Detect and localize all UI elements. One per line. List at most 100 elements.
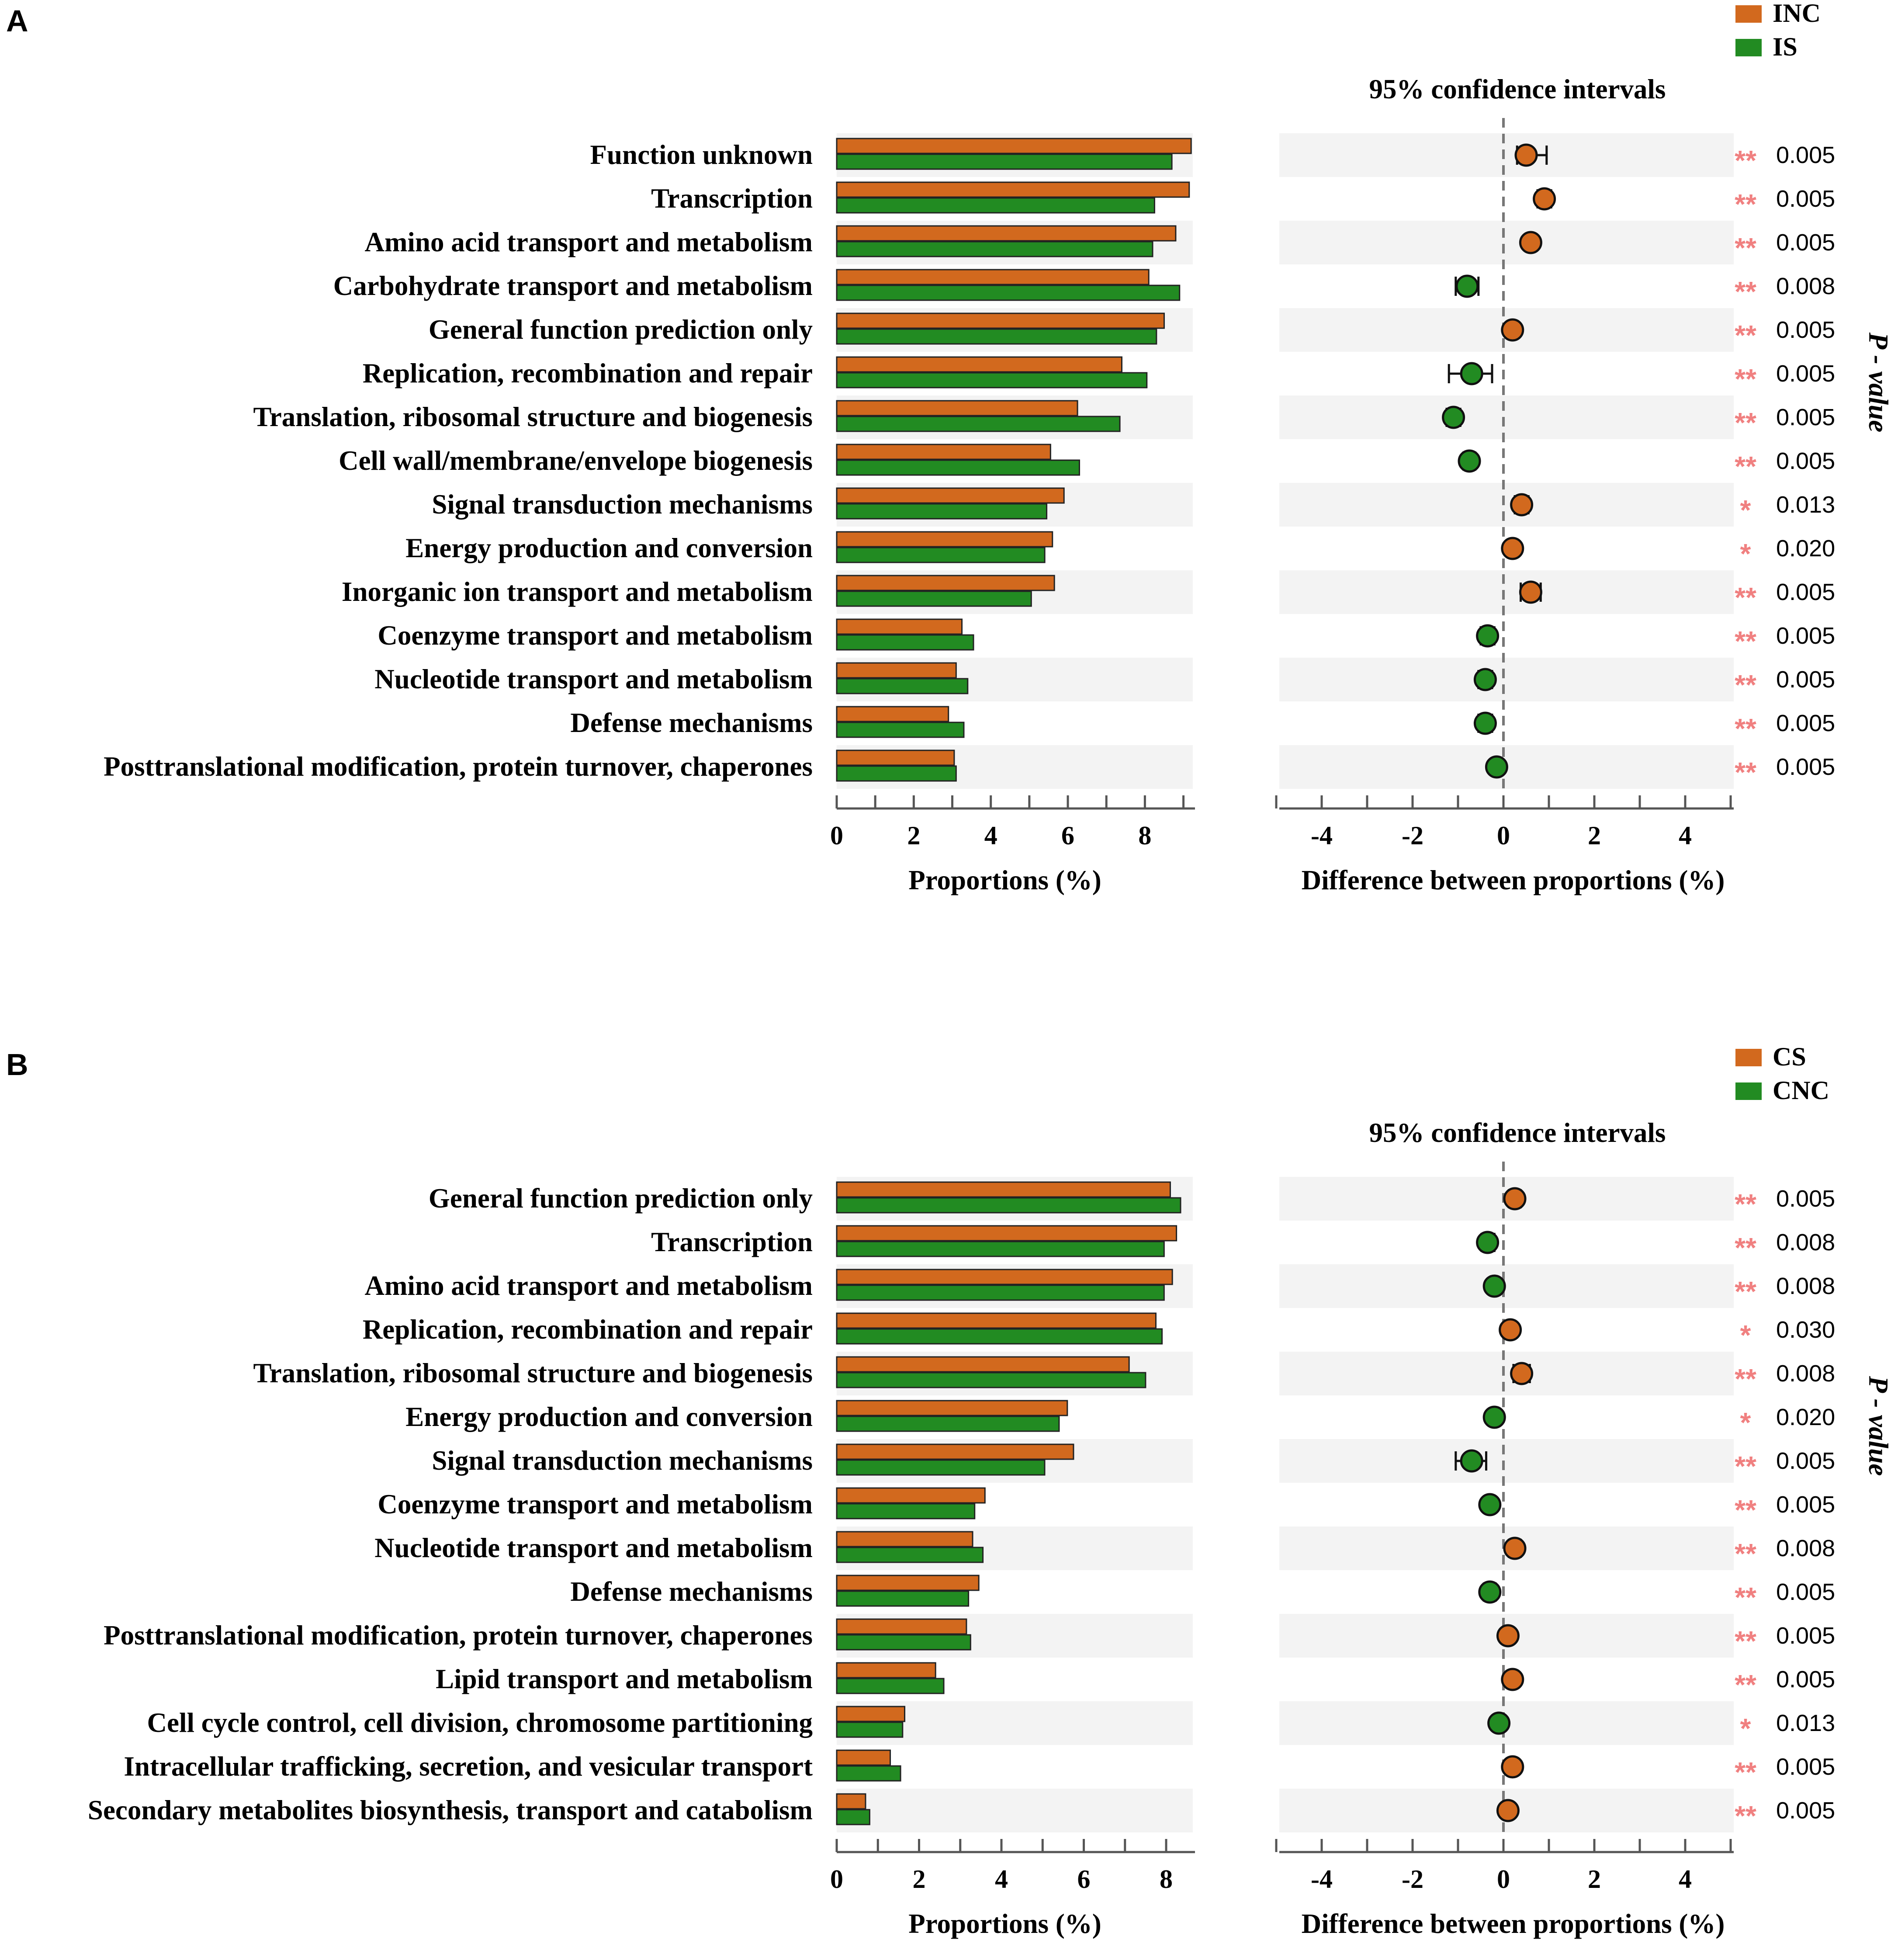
bar-inc (836, 662, 957, 679)
p-value: 0.005 (1776, 317, 1835, 343)
diff-axis-title: Difference between proportions (%) (1302, 865, 1725, 895)
x-axis-title: Proportions (%) (908, 865, 1101, 895)
panel-b: B CS CNC 95% confidence intervals General fu… (6, 1042, 1891, 1939)
bar-cnc (836, 1590, 970, 1607)
x-tick-label: 8 (1160, 1865, 1173, 1894)
significance-stars: ** (1735, 363, 1756, 395)
significance-stars: ** (1735, 232, 1756, 264)
p-value: 0.005 (1776, 186, 1835, 212)
difference-point (1460, 1449, 1483, 1473)
difference-point (1501, 1755, 1524, 1779)
diff-axis-title: Difference between proportions (%) (1302, 1908, 1725, 1939)
significance-stars: ** (1735, 407, 1756, 438)
x-tick-label: 8 (1138, 821, 1151, 850)
difference-point (1473, 668, 1497, 691)
diff-stripe (1279, 483, 1734, 527)
significance-stars: * (1740, 1407, 1751, 1438)
bar-inc (836, 706, 949, 722)
difference-point (1533, 187, 1556, 211)
bar-cs (836, 1706, 906, 1722)
bar-cs (836, 1225, 1178, 1242)
bar-inc (836, 531, 1053, 548)
p-value: 0.008 (1776, 1273, 1835, 1299)
legend-label-inc: INC (1773, 0, 1821, 28)
significance-stars: ** (1735, 713, 1756, 744)
bar-cs (836, 1662, 936, 1679)
difference-point (1442, 406, 1465, 429)
bar-cs (836, 1793, 866, 1810)
x-tick-label: 6 (1061, 821, 1074, 850)
diff-stripe (1279, 133, 1734, 177)
difference-point (1510, 493, 1534, 517)
bar-is (836, 634, 974, 651)
p-value: 0.013 (1776, 492, 1835, 518)
category-label: Replication, recombination and repair (363, 1314, 813, 1345)
bar-inc (836, 444, 1051, 460)
significance-stars: ** (1735, 1538, 1756, 1569)
diff-stripe (1279, 570, 1734, 614)
significance-stars: * (1740, 1319, 1751, 1351)
bar-cs (836, 1312, 1157, 1329)
bar-is (836, 328, 1157, 345)
category-label: Amino acid transport and metabolism (364, 1270, 813, 1301)
p-value: 0.008 (1776, 1360, 1835, 1387)
difference-point (1503, 1537, 1527, 1560)
category-label: Replication, recombination and repair (363, 358, 813, 389)
p-value: 0.005 (1776, 1623, 1835, 1649)
significance-stars: ** (1735, 1450, 1756, 1482)
difference-point (1519, 231, 1542, 254)
category-label: General function prediction only (429, 314, 813, 345)
category-label: Signal transduction mechanisms (432, 1445, 813, 1476)
p-value: 0.020 (1776, 1404, 1835, 1430)
difference-point (1501, 1668, 1524, 1691)
significance-stars: ** (1735, 1625, 1756, 1657)
difference-point (1499, 1318, 1522, 1342)
bar-inc (836, 269, 1150, 285)
bar-cs (836, 1356, 1130, 1373)
difference-point (1487, 1711, 1511, 1735)
p-value: 0.005 (1776, 1448, 1835, 1474)
category-label: Coenzyme transport and metabolism (378, 1489, 813, 1519)
bar-is (836, 547, 1046, 563)
p-value: 0.005 (1776, 754, 1835, 780)
category-label: Lipid transport and metabolism (436, 1664, 813, 1694)
p-value: 0.020 (1776, 535, 1835, 562)
diff-stripe (1279, 1264, 1734, 1308)
bar-cs (836, 1400, 1068, 1416)
category-label: Coenzyme transport and metabolism (378, 620, 813, 651)
p-value: 0.005 (1776, 666, 1835, 693)
diff-tick-label: 0 (1497, 1865, 1510, 1894)
bar-inc (836, 181, 1190, 198)
significance-stars: * (1740, 494, 1751, 526)
difference-point (1510, 1362, 1534, 1385)
p-value-axis-label: P - value (1863, 332, 1891, 433)
p-value: 0.005 (1776, 579, 1835, 605)
difference-point (1478, 1493, 1502, 1516)
legend-swatch-is (1735, 39, 1762, 56)
category-label: Intracellular trafficking, secretion, an… (124, 1751, 813, 1782)
category-label: Carbohydrate transport and metabolism (333, 271, 813, 301)
significance-stars: ** (1735, 625, 1756, 657)
p-value: 0.008 (1776, 1535, 1835, 1561)
difference-point (1503, 1187, 1527, 1211)
category-label: Energy production and conversion (405, 533, 813, 563)
difference-point (1496, 1799, 1520, 1822)
p-value: 0.005 (1776, 448, 1835, 474)
bar-inc (836, 487, 1065, 504)
diff-tick-label: 4 (1679, 821, 1692, 850)
significance-stars: ** (1735, 319, 1756, 351)
significance-stars: * (1740, 1713, 1751, 1744)
ci-title: 95% confidence intervals (1369, 1117, 1666, 1148)
diff-tick-label: 2 (1588, 821, 1601, 850)
bar-cs (836, 1618, 967, 1635)
bar-inc (836, 225, 1177, 242)
significance-stars: ** (1735, 669, 1756, 701)
bar-is (836, 416, 1121, 432)
bar-inc (836, 618, 963, 635)
difference-point (1476, 1231, 1500, 1254)
legend-label-cs: CS (1773, 1042, 1806, 1071)
significance-stars: ** (1735, 188, 1756, 220)
bar-stripe (837, 1789, 1193, 1832)
significance-stars: ** (1735, 582, 1756, 613)
bar-is (836, 678, 969, 694)
